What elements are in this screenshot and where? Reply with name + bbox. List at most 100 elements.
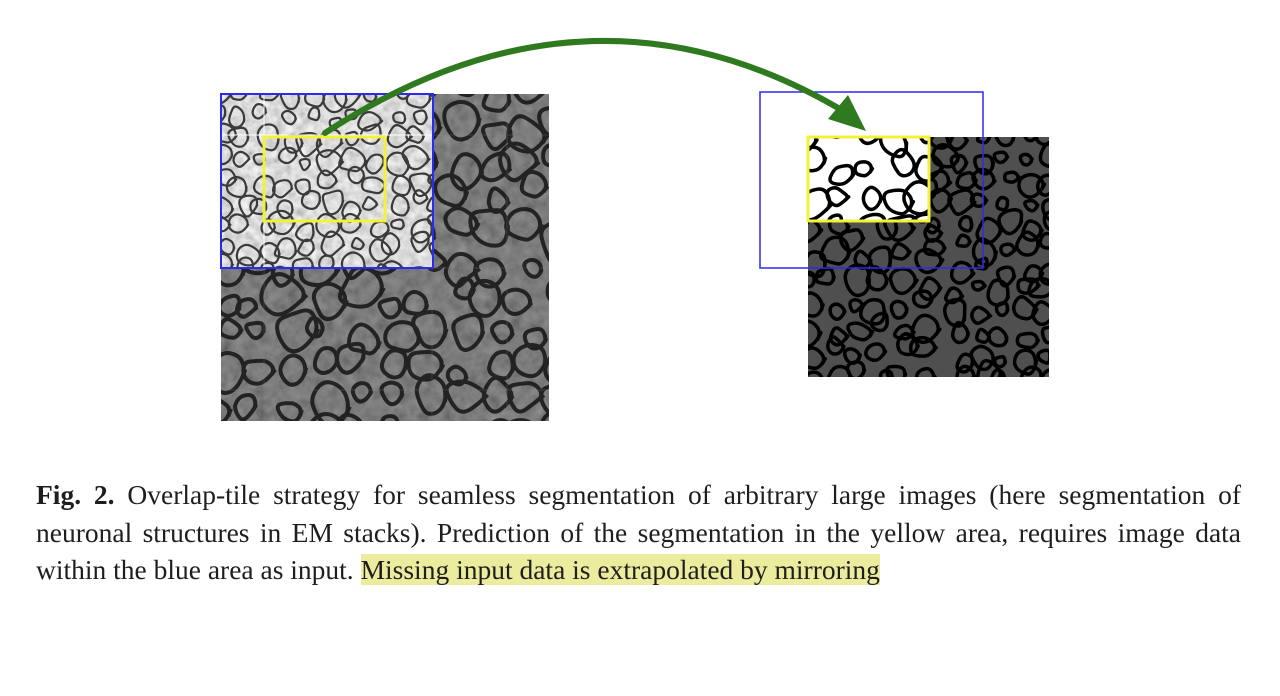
membrane-outline [350, 381, 374, 404]
membrane-outline [552, 326, 585, 355]
segment-outline [1061, 354, 1079, 370]
membrane-outline [408, 172, 433, 198]
segment-outline [869, 311, 890, 333]
segment-outline [914, 366, 937, 377]
segment-outline [995, 195, 1010, 212]
membrane-outline [391, 174, 412, 197]
membrane-outline [451, 312, 486, 352]
membrane-outline [537, 106, 549, 138]
segment-outline [987, 326, 1009, 348]
membrane-outline [411, 309, 449, 350]
membrane-outline [335, 341, 366, 375]
segment-outline [1040, 325, 1049, 345]
figure-caption: Fig. 2. Overlap-tile strategy for seamle… [36, 476, 1241, 589]
segment-outline [808, 270, 817, 289]
segment-outline [1038, 262, 1049, 287]
segment-outline [828, 163, 856, 187]
membrane-outline [412, 109, 429, 126]
segment-outline [927, 137, 955, 150]
segment-outline [955, 233, 972, 249]
membrane-outline [540, 411, 549, 421]
membrane-outline [238, 194, 259, 218]
segment-outline [839, 228, 866, 253]
membrane-outline [221, 122, 239, 144]
membrane-outline [379, 348, 409, 380]
segment-outline [828, 326, 850, 347]
segment-outline [1027, 276, 1049, 299]
membrane-outline [509, 418, 532, 421]
segment-outline [1038, 140, 1049, 168]
segment-outline [1042, 210, 1049, 232]
membrane-outline [364, 153, 386, 175]
segment-outline [885, 364, 908, 377]
segment-outline [808, 370, 824, 377]
segment-outline [808, 145, 828, 173]
membrane-outline [347, 165, 366, 185]
membrane-outline [560, 177, 586, 203]
membrane-outline [338, 146, 368, 173]
membrane-outline [392, 111, 407, 125]
segment-outline [997, 208, 1024, 236]
membrane-outline [278, 353, 308, 387]
membrane-outline [251, 103, 268, 120]
segment-outline [945, 137, 969, 151]
segment-outline [1059, 260, 1084, 279]
segment-outline [1020, 219, 1044, 242]
segment-outline [925, 216, 942, 235]
segment-outline [808, 291, 825, 318]
membrane-outline [405, 125, 426, 144]
membrane-outline [304, 316, 325, 339]
membrane-outline [558, 257, 577, 275]
membrane-outline [377, 296, 403, 320]
membrane-outline [310, 380, 352, 421]
membrane-outline [291, 257, 315, 268]
caption-highlight: Missing input data is extrapolated by mi… [360, 554, 880, 585]
membrane-outline [362, 94, 378, 103]
segment-outline [990, 368, 1007, 377]
segment-outline [808, 346, 827, 370]
membrane-outline [249, 197, 268, 216]
membrane-outline [468, 208, 510, 248]
membrane-outline [273, 237, 298, 260]
membrane-outline [295, 221, 315, 243]
membrane-outline [368, 238, 393, 263]
segment-outline [911, 289, 935, 309]
membrane-outline [221, 317, 244, 340]
membrane-outline [236, 256, 255, 268]
membrane-outline [311, 281, 349, 322]
membrane-outline [234, 297, 259, 319]
membrane-outline [221, 351, 248, 395]
membrane-outline [361, 196, 379, 211]
membrane-outline [541, 143, 549, 168]
segment-outline [890, 147, 917, 178]
segment-outline [878, 368, 894, 377]
segment-outline [858, 298, 887, 326]
membrane-outline [444, 379, 489, 414]
membrane-outline [276, 199, 294, 220]
membrane-outline [241, 358, 277, 386]
segment-outline [955, 364, 977, 377]
blue-input-box-left [220, 93, 434, 269]
membrane-outline [539, 222, 549, 263]
segment-outline [969, 192, 989, 209]
segment-outline [1041, 197, 1049, 222]
membrane-outline [240, 431, 265, 440]
membrane-outline [360, 176, 387, 195]
segment-outline [973, 153, 996, 176]
membrane-outline [340, 251, 367, 268]
membrane-outline [275, 401, 304, 421]
membrane-outline [221, 143, 234, 166]
membrane-outline [445, 364, 469, 387]
segment-outline [1012, 348, 1039, 376]
segment-outline [1018, 152, 1034, 167]
membrane-outline [225, 176, 248, 199]
segment-outline [1002, 170, 1021, 184]
segment-outline [994, 301, 1010, 318]
membrane-outline [267, 209, 296, 236]
membrane-outline [449, 152, 485, 192]
membrane-outline [357, 111, 384, 132]
membrane-outline [498, 141, 541, 183]
segment-outline [864, 342, 888, 363]
membrane-outline [369, 220, 391, 239]
segment-outline [922, 237, 947, 257]
